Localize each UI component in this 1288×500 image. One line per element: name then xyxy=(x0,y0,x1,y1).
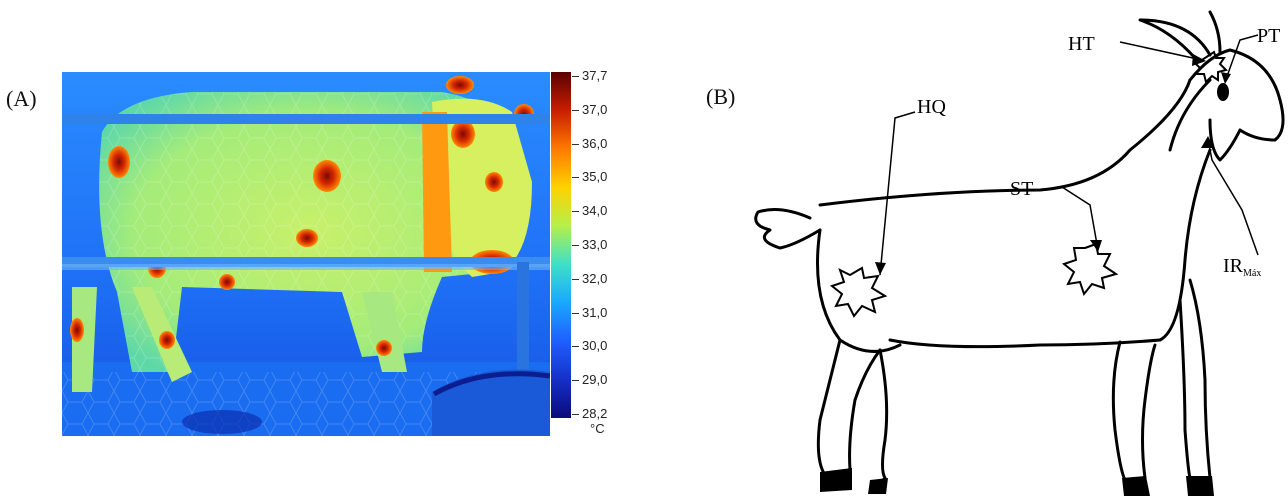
ir-leader xyxy=(1207,139,1259,256)
colorbar-tick-mark xyxy=(572,278,579,280)
colorbar-tick-mark xyxy=(572,312,579,314)
goat-tail xyxy=(754,208,822,250)
thermal-image xyxy=(62,72,550,436)
colorbar-tick-label: 37,0 xyxy=(582,101,608,117)
goat-front-leg xyxy=(1111,340,1157,482)
goat-head xyxy=(1188,48,1285,162)
goat-ear xyxy=(1168,78,1212,152)
colorbar-tick-label: 34,0 xyxy=(582,203,608,219)
goat-diagram: HQ ST HT PT IRMáx xyxy=(754,10,1285,496)
ir-label: IRMáx xyxy=(1223,255,1261,279)
colorbar-tick-mark xyxy=(572,211,579,213)
colorbar-tick-mark xyxy=(572,177,579,179)
panel-a-label: (A) xyxy=(6,86,37,111)
st-starburst xyxy=(1061,242,1119,297)
pt-leader xyxy=(1224,34,1259,83)
goat-back xyxy=(818,78,1192,207)
ht-starburst xyxy=(1192,50,1228,84)
colorbar-tick-label: 37,7 xyxy=(582,68,608,83)
ir-label-main: IR xyxy=(1223,255,1244,277)
colorbar-tick-label: 28,2 xyxy=(582,406,608,421)
colorbar-tick-label: 29,0 xyxy=(582,372,608,388)
colorbar-tick-mark xyxy=(572,414,579,415)
hq-starburst xyxy=(829,266,888,318)
colorbar-tick-mark xyxy=(572,76,579,77)
colorbar-tick-label: 35,0 xyxy=(582,169,608,185)
temperature-unit: °C xyxy=(590,421,605,436)
colorbar-tick-label: 36,0 xyxy=(582,135,608,151)
panel-b-label: (B) xyxy=(706,84,736,109)
ir-label-sub: Máx xyxy=(1243,268,1261,279)
colorbar-tick-mark xyxy=(572,245,579,246)
goat-neck xyxy=(1158,148,1212,342)
goat-rear xyxy=(816,228,902,353)
colorbar-tick-label: 30,0 xyxy=(582,338,608,354)
goat-horn xyxy=(1138,18,1212,60)
hq-label: HQ xyxy=(917,96,946,118)
ht-label: HT xyxy=(1068,33,1095,55)
colorbar-tick-mark xyxy=(572,380,579,382)
color-scale-bar xyxy=(551,72,571,418)
st-leader xyxy=(1061,186,1099,251)
colorbar-tick-mark xyxy=(572,143,579,145)
colorbar-tick-label: 31,0 xyxy=(582,304,608,320)
pt-label: PT xyxy=(1257,25,1280,47)
colorbar-tick-mark xyxy=(572,346,579,348)
hq-leader xyxy=(879,111,916,276)
ht-leader xyxy=(1119,41,1203,61)
colorbar-tick-label: 32,0 xyxy=(582,270,608,286)
goat-hind-leg xyxy=(816,338,882,477)
colorbar-tick-mark xyxy=(572,109,579,111)
colorbar-tick-label: 33,0 xyxy=(582,237,608,252)
st-label: ST xyxy=(1010,178,1033,200)
